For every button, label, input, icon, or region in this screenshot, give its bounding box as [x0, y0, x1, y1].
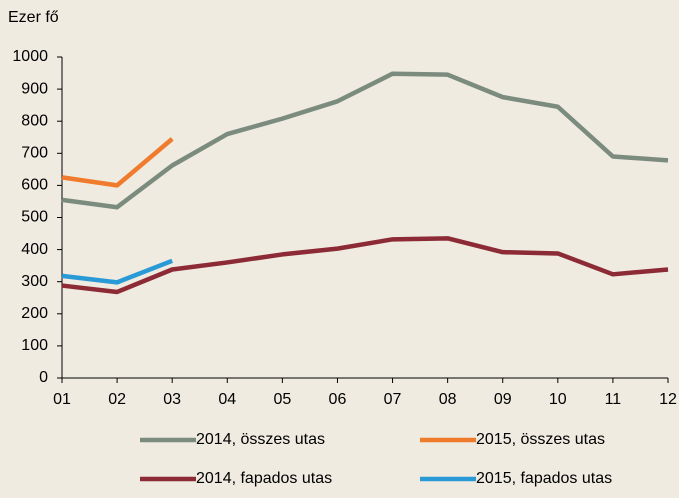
y-tick-label: 800	[21, 112, 48, 129]
x-tick-label: 08	[439, 391, 457, 408]
y-tick-label: 200	[21, 305, 48, 322]
x-tick-label: 10	[549, 391, 567, 408]
x-tick-label: 01	[53, 391, 71, 408]
y-tick-label: 0	[39, 369, 48, 386]
x-tick-label: 02	[108, 391, 126, 408]
x-tick-label: 07	[384, 391, 402, 408]
y-tick-label: 100	[21, 337, 48, 354]
y-tick-label: 400	[21, 241, 48, 258]
x-tick-label: 06	[329, 391, 347, 408]
legend-label: 2015, összes utas	[476, 431, 605, 448]
series-line	[61, 258, 174, 285]
x-tick-label: 03	[163, 391, 181, 408]
x-tick-label: 12	[659, 391, 677, 408]
series-line	[61, 71, 669, 210]
y-tick-label: 1000	[12, 48, 48, 65]
y-tick-label: 300	[21, 273, 48, 290]
y-tick-label: 700	[21, 145, 48, 162]
x-tick-label: 09	[494, 391, 512, 408]
legend-label: 2015, fapados utas	[476, 470, 612, 487]
series-line	[61, 137, 174, 188]
y-tick-label: 600	[21, 177, 48, 194]
y-tick-label: 500	[21, 209, 48, 226]
y-tick-label: 900	[21, 80, 48, 97]
x-tick-label: 11	[605, 391, 622, 408]
y-axis-label: Ezer fő	[8, 9, 59, 26]
legend-label: 2014, összes utas	[196, 431, 325, 448]
x-tick-label: 04	[218, 391, 236, 408]
x-tick-label: 05	[273, 391, 291, 408]
legend-label: 2014, fapados utas	[196, 470, 332, 487]
series-line	[61, 236, 669, 295]
